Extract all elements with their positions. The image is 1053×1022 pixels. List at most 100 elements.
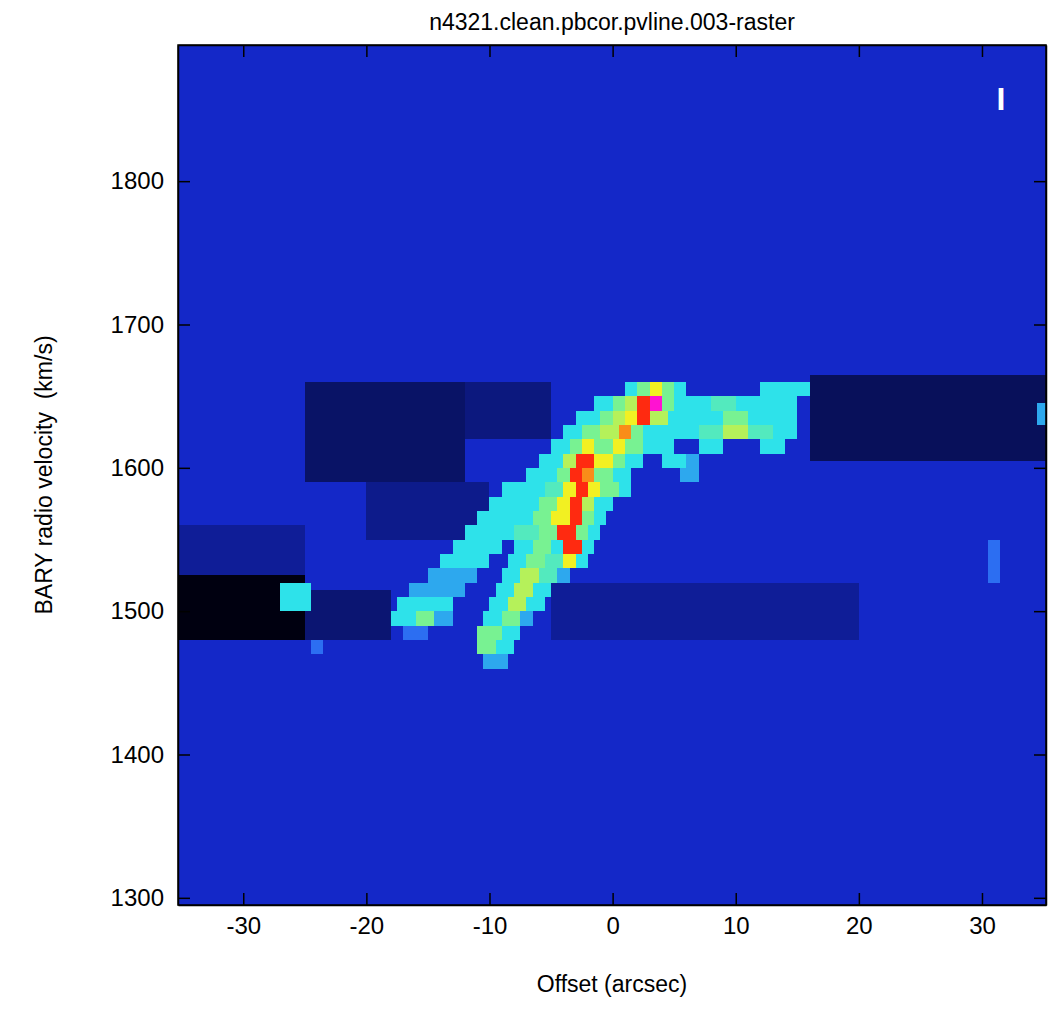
tick-mark (1034, 898, 1046, 900)
tick-mark (178, 754, 190, 756)
tick-mark (243, 893, 245, 905)
cell (403, 626, 428, 640)
cell (526, 554, 544, 568)
cell (563, 425, 581, 439)
cell (588, 525, 600, 539)
cell (576, 482, 588, 496)
plot-frame (178, 45, 1046, 905)
cell (520, 568, 538, 582)
cell (699, 425, 724, 439)
tick: 10 (723, 893, 750, 939)
cell (496, 640, 514, 654)
cell (539, 568, 557, 582)
plot-area (178, 45, 1046, 905)
tick (1034, 755, 1046, 756)
cell (545, 482, 563, 496)
tick (736, 45, 737, 57)
cell (674, 382, 686, 396)
cell (502, 568, 520, 582)
tick: 0 (606, 893, 619, 939)
cell (465, 525, 514, 539)
cell (773, 411, 798, 425)
x-axis: -30-20-100102030 (179, 893, 1047, 939)
cell (650, 396, 662, 410)
tick-mark (178, 611, 190, 613)
cell (662, 454, 687, 468)
cell (570, 511, 582, 525)
cell (723, 425, 748, 439)
cell (557, 525, 575, 539)
tick-mark (366, 45, 368, 57)
tick-mark (982, 45, 984, 57)
tick-mark (735, 893, 737, 905)
cell (305, 590, 391, 640)
tick-mark (178, 181, 190, 183)
cell (748, 425, 773, 439)
tick-label: 1800 (111, 167, 164, 194)
cell (988, 540, 1000, 583)
tick-mark (612, 893, 614, 905)
title: n4321.clean.pbcor.pvline.003-raster (429, 9, 795, 35)
cell (760, 382, 809, 396)
cell (582, 468, 594, 482)
cell (613, 468, 631, 482)
cell (514, 525, 539, 539)
cell (736, 396, 798, 410)
cell (613, 454, 625, 468)
cell (570, 497, 582, 511)
cell (637, 411, 649, 425)
x-axis-title: Offset (arcsec) (537, 971, 687, 997)
cell (582, 511, 594, 525)
tick (366, 45, 367, 57)
cell (619, 482, 631, 496)
cell (563, 540, 581, 554)
tick (489, 45, 490, 57)
cell (625, 454, 643, 468)
cell (594, 439, 612, 453)
cell (502, 626, 520, 640)
cell (625, 411, 637, 425)
cell (520, 611, 532, 625)
cell (508, 597, 526, 611)
cell (576, 411, 601, 425)
cell (576, 554, 588, 568)
cell (305, 382, 465, 482)
cell (533, 540, 551, 554)
tick-mark (489, 45, 491, 57)
tick-label: -10 (473, 912, 508, 939)
cell (594, 396, 612, 410)
background-level (178, 45, 1046, 905)
cell (526, 468, 557, 482)
tick (243, 45, 244, 57)
tick-mark (735, 45, 737, 57)
cell (748, 411, 773, 425)
cell (533, 583, 551, 597)
cell (526, 597, 544, 611)
tick: 20 (846, 893, 873, 939)
tick-mark (1034, 754, 1046, 756)
y-axis-title: BARY radio velocity (km/s) (31, 335, 57, 614)
cell (409, 583, 464, 597)
cell (582, 425, 600, 439)
cell (810, 375, 1046, 461)
cell (582, 439, 594, 453)
cell (576, 525, 588, 539)
cell (434, 611, 452, 625)
cell (613, 439, 625, 453)
tick-label: 0 (606, 912, 619, 939)
cell (483, 654, 508, 668)
tick-mark (859, 893, 861, 905)
cell (570, 468, 582, 482)
cell (600, 411, 612, 425)
cell (686, 454, 698, 468)
cell (551, 439, 569, 453)
cell (662, 396, 674, 410)
cell (545, 554, 563, 568)
tick-mark (489, 893, 491, 905)
cell (650, 382, 662, 396)
cell (539, 454, 564, 468)
cell (551, 511, 569, 525)
cell (662, 382, 674, 396)
cell (477, 626, 502, 640)
tick-mark (859, 45, 861, 57)
